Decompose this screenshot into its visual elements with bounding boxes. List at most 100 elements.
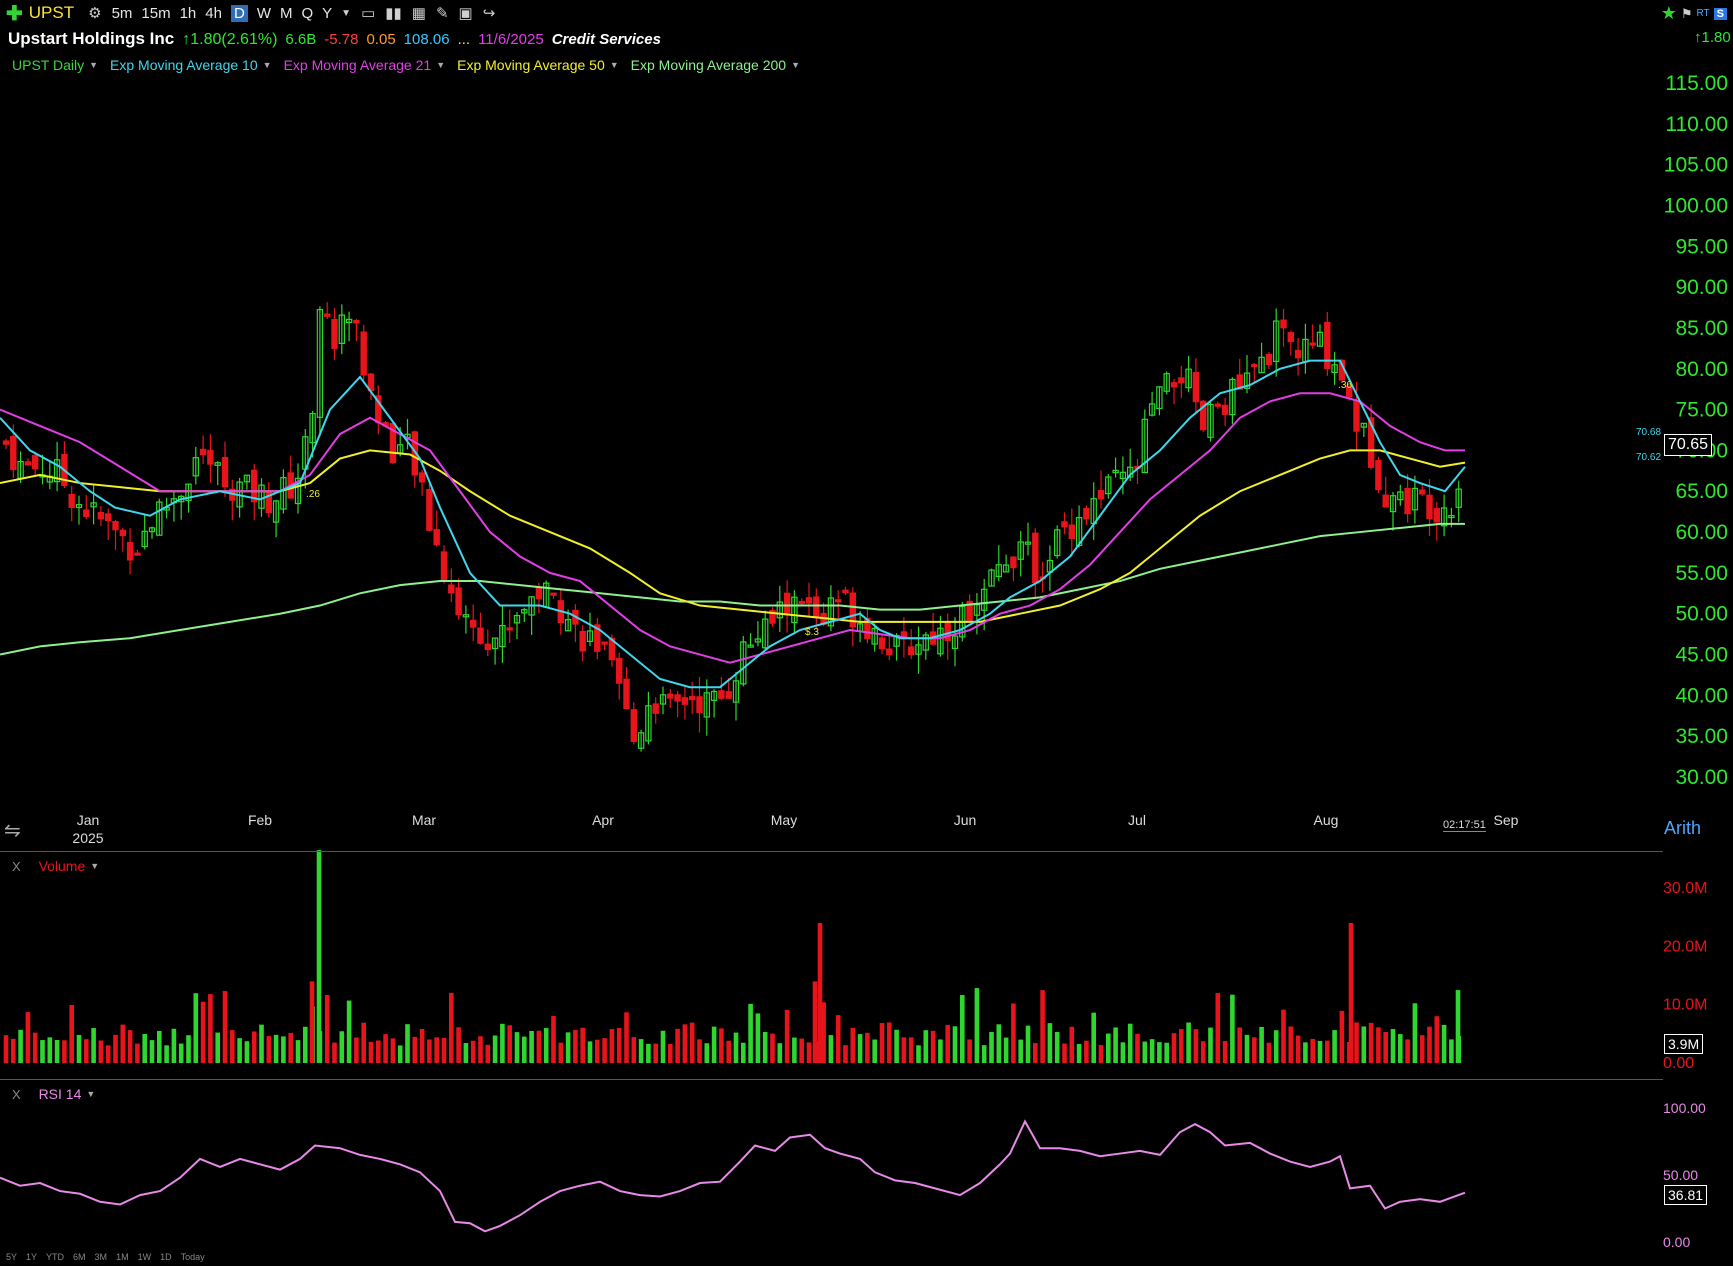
volume-bar bbox=[25, 1012, 31, 1063]
volume-bar bbox=[514, 1032, 520, 1063]
period-1m[interactable]: 1M bbox=[116, 1252, 129, 1262]
chevron-down-icon[interactable]: ▼ bbox=[262, 60, 272, 70]
chevron-down-icon[interactable]: ▼ bbox=[86, 1089, 96, 1099]
candle-body bbox=[1309, 342, 1316, 346]
volume-bar bbox=[1040, 990, 1045, 1063]
chevron-down-icon[interactable]: ▼ bbox=[89, 60, 99, 70]
legend-label: Exp Moving Average 200 bbox=[630, 57, 787, 73]
volume-bar bbox=[1018, 1039, 1023, 1063]
info-ellipsis[interactable]: ... bbox=[457, 31, 471, 48]
add-icon[interactable]: ✚ bbox=[6, 2, 23, 25]
chevron-down-icon[interactable]: ▼ bbox=[609, 60, 619, 70]
candle-body bbox=[207, 449, 214, 465]
month-label: Aug bbox=[1314, 812, 1339, 828]
chevron-down-icon[interactable]: ▼ bbox=[791, 60, 800, 70]
volume-bar bbox=[1273, 1030, 1279, 1063]
year-label: 2025 bbox=[72, 830, 103, 846]
close-rsi-button[interactable]: X bbox=[12, 1087, 21, 1102]
legend-item[interactable]: Exp Moving Average 10 ▼ bbox=[110, 57, 272, 73]
image-icon[interactable]: ▣ bbox=[458, 5, 473, 22]
pane-divider[interactable] bbox=[0, 851, 1663, 852]
candle-body bbox=[185, 483, 192, 501]
rsi-path bbox=[0, 1119, 1466, 1233]
period-1y[interactable]: 1Y bbox=[26, 1252, 38, 1262]
s-badge[interactable]: S bbox=[1713, 7, 1727, 20]
bar-chart-icon[interactable]: ▮▮ bbox=[385, 5, 402, 22]
volume-bar bbox=[1449, 1039, 1454, 1063]
interval-w[interactable]: W bbox=[256, 4, 271, 22]
volume-bar bbox=[1295, 1035, 1301, 1063]
pane-divider[interactable] bbox=[0, 1079, 1663, 1080]
interval-15m[interactable]: 15m bbox=[141, 4, 171, 22]
chart-style-icon[interactable]: ⚙ bbox=[88, 5, 102, 22]
volume-bar bbox=[741, 1042, 746, 1063]
period-1d[interactable]: 1D bbox=[160, 1252, 172, 1262]
symbol-input[interactable]: UPST bbox=[28, 3, 75, 22]
period-ytd[interactable]: YTD bbox=[46, 1252, 65, 1262]
volume-bar bbox=[54, 1039, 60, 1063]
interval-y[interactable]: Y bbox=[322, 4, 333, 22]
rsi-label[interactable]: RSI 14 bbox=[38, 1086, 82, 1102]
volume-bar bbox=[558, 1042, 564, 1063]
volume-bar bbox=[427, 1039, 432, 1063]
legend-item[interactable]: Exp Moving Average 21 ▼ bbox=[284, 57, 446, 73]
indicator-icon[interactable]: ▭ bbox=[361, 5, 376, 22]
scroll-reset-icon[interactable]: ⇋ bbox=[4, 820, 21, 842]
legend-item[interactable]: Exp Moving Average 200 ▼ bbox=[631, 57, 800, 73]
candle-body bbox=[615, 657, 623, 684]
interval-1h[interactable]: 1h bbox=[179, 4, 197, 22]
interval-5m[interactable]: 5m bbox=[111, 4, 133, 22]
candle-body bbox=[1287, 332, 1294, 343]
volume-bar bbox=[237, 1038, 242, 1063]
candle-body bbox=[535, 587, 543, 600]
flag-icon[interactable]: ⚑ bbox=[1680, 5, 1693, 21]
volume-bar bbox=[11, 1038, 16, 1063]
draw-pencil-icon[interactable]: ✎ bbox=[435, 5, 449, 22]
period-today[interactable]: Today bbox=[180, 1252, 205, 1262]
period-3m[interactable]: 3M bbox=[94, 1252, 108, 1262]
candle-body bbox=[156, 501, 163, 536]
rt-badge[interactable]: RT bbox=[1696, 8, 1710, 19]
volume-bar bbox=[1310, 1038, 1315, 1063]
company-name: Upstart Holdings Inc bbox=[8, 29, 175, 48]
candle-body bbox=[112, 521, 119, 531]
volume-bar bbox=[1266, 1042, 1272, 1063]
candle-body bbox=[1185, 368, 1192, 389]
scale-mode-toggle[interactable]: Arith bbox=[1664, 818, 1702, 838]
interval-q[interactable]: Q bbox=[301, 4, 314, 22]
period-6m[interactable]: 6M bbox=[73, 1252, 86, 1262]
share-icon[interactable]: ↪ bbox=[482, 5, 496, 22]
candle-body bbox=[623, 678, 630, 710]
interval-m[interactable]: M bbox=[279, 4, 293, 22]
period-1w[interactable]: 1W bbox=[137, 1252, 152, 1262]
chevron-down-icon[interactable]: ▼ bbox=[90, 861, 100, 871]
chevron-down-icon[interactable]: ▼ bbox=[341, 7, 352, 19]
legend-item[interactable]: UPST Daily ▼ bbox=[12, 57, 98, 73]
close-volume-button[interactable]: X bbox=[12, 859, 21, 874]
volume-label[interactable]: Volume bbox=[38, 858, 86, 874]
rsi-tick-label: 100.00 bbox=[1663, 1100, 1706, 1116]
candle-body bbox=[710, 690, 718, 701]
interval-d[interactable]: D bbox=[230, 4, 248, 22]
chevron-down-icon[interactable]: ▼ bbox=[436, 60, 446, 70]
candle-body bbox=[119, 529, 126, 537]
volume-bar bbox=[244, 1041, 250, 1063]
volume-bar bbox=[812, 981, 818, 1063]
candle-body bbox=[703, 692, 711, 718]
volume-bar bbox=[1325, 1040, 1330, 1063]
volume-bar bbox=[638, 1039, 644, 1063]
volume-bar bbox=[1171, 1033, 1177, 1063]
period-5y[interactable]: 5Y bbox=[6, 1252, 18, 1262]
legend-item[interactable]: Exp Moving Average 50 ▼ bbox=[457, 57, 619, 73]
interval-4h[interactable]: 4h bbox=[205, 4, 222, 22]
volume-bar bbox=[748, 1003, 753, 1063]
date-value: 11/6/2025 bbox=[478, 31, 544, 48]
calculator-icon[interactable]: ▦ bbox=[411, 5, 426, 22]
volume-axis: 30.0M 20.0M 10.0M 0.00 bbox=[1663, 880, 1707, 1072]
candle-body bbox=[776, 601, 784, 619]
volume-bar bbox=[1062, 1043, 1067, 1063]
volume-bar bbox=[916, 1045, 921, 1063]
candle-body bbox=[31, 454, 39, 470]
favorite-star-icon[interactable]: ★ bbox=[1660, 3, 1677, 23]
